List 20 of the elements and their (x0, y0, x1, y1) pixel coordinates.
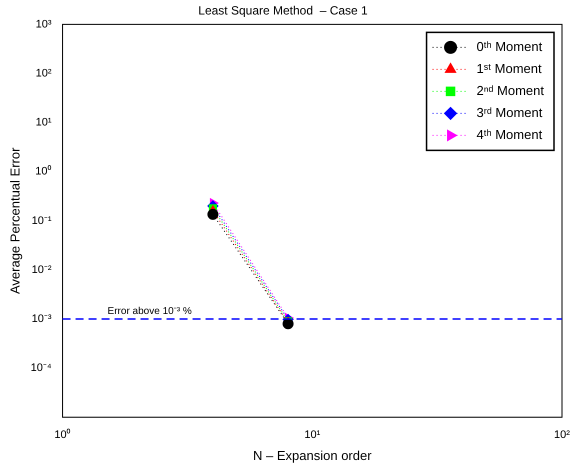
x-tick-label: 10⁰ (54, 428, 71, 441)
legend-label: 3ʳᵈ Moment (476, 104, 543, 120)
x-axis-title: N – Expansion order (253, 448, 372, 463)
y-tick-label: 10² (36, 68, 52, 80)
legend-label: 2ⁿᵈ Moment (476, 82, 544, 98)
y-axis-title: Average Percentual Error (7, 146, 22, 294)
legend-label: 4ᵗʰ Moment (476, 126, 543, 142)
ref-line-label: Error above 10⁻³ % (108, 306, 192, 317)
y-tick-label: 10³ (36, 18, 52, 30)
x-tick-label: 10² (554, 428, 570, 441)
x-tick-label: 10¹ (304, 428, 321, 441)
y-tick-label: 10⁻¹ (32, 214, 52, 227)
y-tick-label: 10⁻³ (32, 313, 52, 326)
y-tick-label: 10¹ (36, 116, 52, 129)
legend-label: 0ᵗʰ Moment (476, 38, 543, 54)
y-tick-label: 10⁰ (35, 164, 52, 178)
y-tick-label: 10⁻² (32, 264, 52, 276)
legend-label: 1ˢᵗ Moment (476, 60, 542, 76)
chart-title: Least Square Method – Case 1 (198, 4, 368, 18)
y-tick-label: 10⁻⁴ (30, 362, 52, 374)
